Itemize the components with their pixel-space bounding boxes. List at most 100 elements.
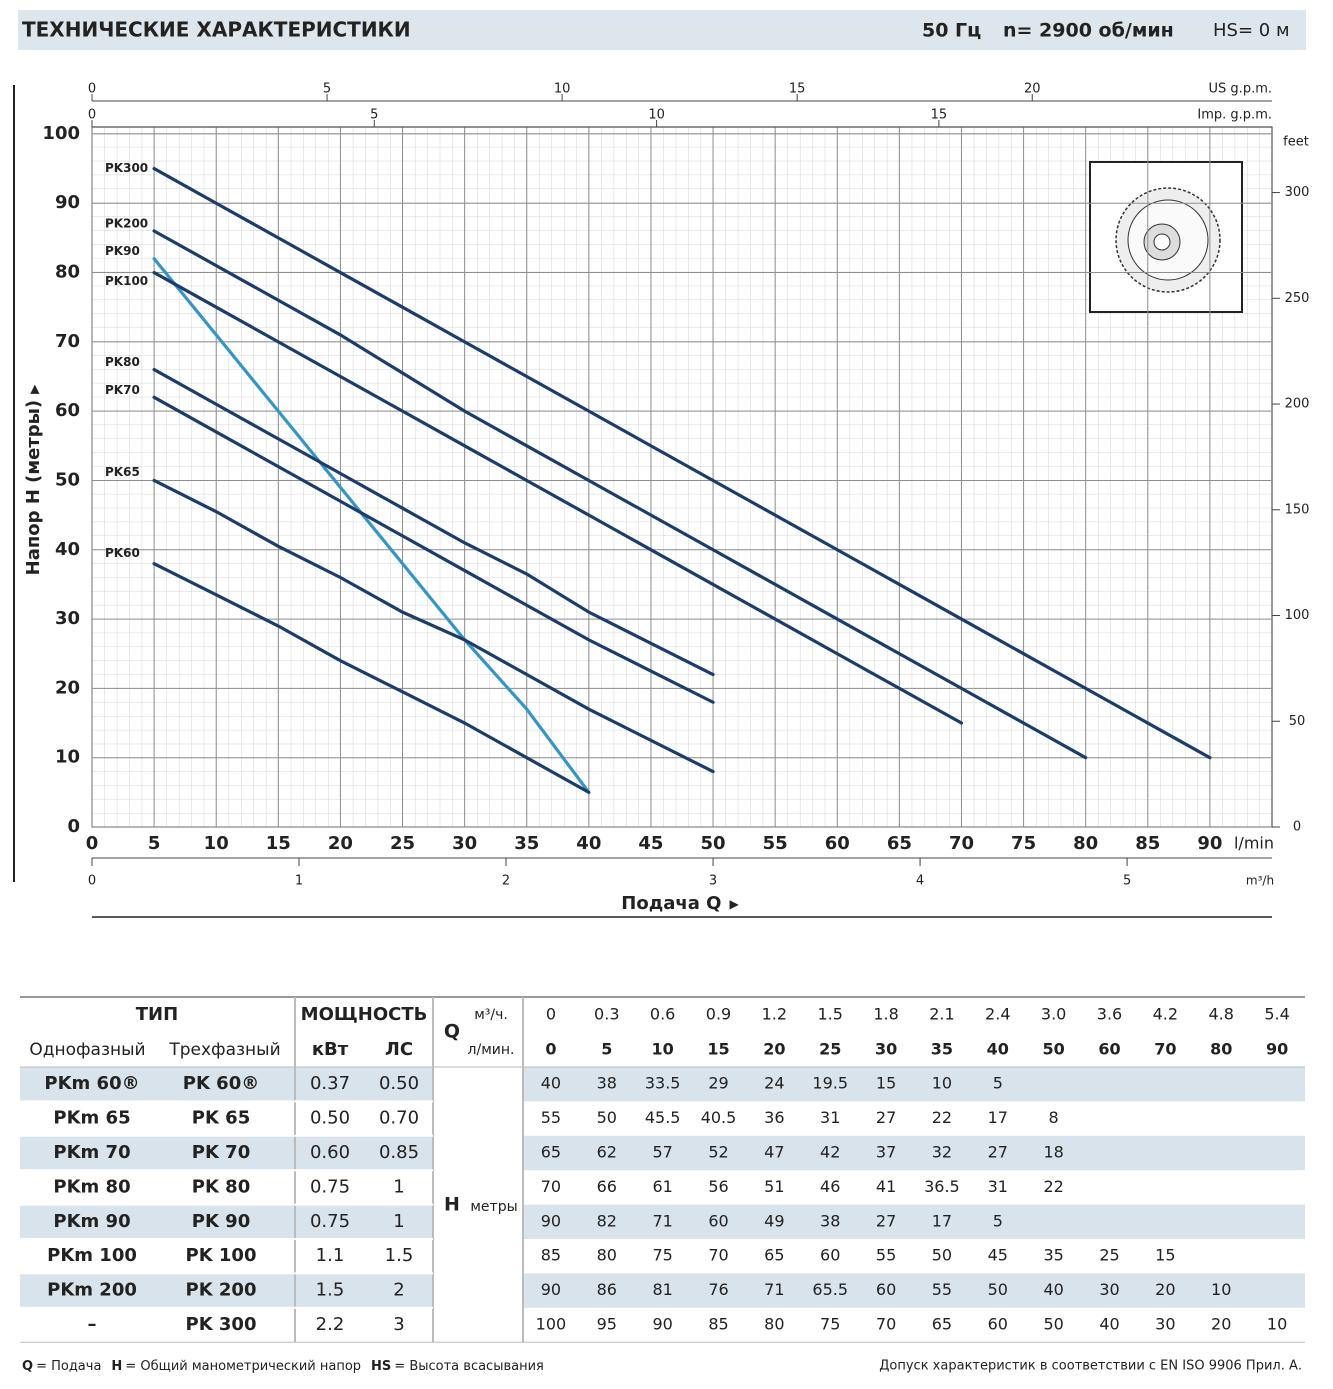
head-value: 42: [820, 1143, 840, 1162]
model-single: PKm 70: [53, 1142, 130, 1163]
head-value: 55: [541, 1108, 561, 1127]
q-value: 80: [1210, 1040, 1232, 1059]
bottom-axis-tick-label: 0: [88, 874, 96, 889]
header-band: [18, 10, 1306, 50]
footer-key: H: [111, 1359, 122, 1374]
head-value: 36.5: [924, 1177, 960, 1196]
power-kw: 1.5: [316, 1280, 345, 1301]
head-value: 40: [541, 1074, 561, 1093]
head-value: 33.5: [645, 1074, 681, 1093]
q-value: 5: [601, 1040, 612, 1059]
series-label: PK65: [105, 465, 140, 479]
table-subheader: Однофазный: [29, 1040, 145, 1060]
head-value: 45: [988, 1246, 1008, 1265]
head-value: 50: [597, 1108, 617, 1127]
model-three: PK 200: [186, 1280, 257, 1301]
head-value: 65.5: [812, 1280, 848, 1299]
x-axis-title-text: Подача Q: [621, 893, 721, 914]
power-hp: 0.85: [379, 1142, 419, 1163]
y2-tick-label: 50: [1289, 714, 1306, 729]
q-value: 4.2: [1153, 1005, 1178, 1024]
model-three: PK 80: [192, 1176, 250, 1197]
head-value: 85: [541, 1246, 561, 1265]
head-value: 25: [1099, 1246, 1119, 1265]
model-single: –: [88, 1314, 97, 1335]
model-three: PK 300: [186, 1314, 257, 1335]
y-tick-label: 30: [55, 608, 80, 629]
head-value: 75: [820, 1315, 840, 1334]
top-axis-tick-label: 0: [88, 82, 96, 97]
head-value: 15: [876, 1074, 896, 1093]
head-value: 55: [932, 1280, 952, 1299]
model-single: PKm 65: [53, 1108, 130, 1129]
series-label: PK300: [105, 161, 148, 175]
head-value: 27: [876, 1108, 896, 1127]
head-value: 45.5: [645, 1108, 681, 1127]
head-value: 27: [876, 1211, 896, 1230]
y2-tick-label: 200: [1285, 397, 1310, 412]
head-value: 90: [652, 1315, 672, 1334]
y-tick-label: 100: [42, 123, 80, 144]
bottom-axis-unit: m³/h: [1246, 874, 1274, 888]
row-shade: [20, 1135, 433, 1171]
model-three: PK 65: [192, 1108, 250, 1129]
series-label: PK80: [105, 355, 140, 369]
head-value: 80: [597, 1246, 617, 1265]
header-speed: n= 2900 об/мин: [1003, 20, 1174, 42]
arrow: ▶: [27, 384, 41, 394]
head-value: 85: [708, 1315, 728, 1334]
head-value: 71: [652, 1211, 672, 1230]
footer-text: = Высота всасывания: [394, 1359, 544, 1374]
model-single: PKm 100: [47, 1245, 137, 1266]
head-value: 57: [652, 1143, 672, 1162]
x-tick-label: 65: [887, 833, 912, 854]
model-single: PKm 90: [53, 1211, 130, 1232]
q-value: 35: [931, 1040, 953, 1059]
head-value: 38: [597, 1074, 617, 1093]
power-hp: 1.5: [385, 1245, 414, 1266]
head-value: 50: [988, 1280, 1008, 1299]
table-subheader: ЛС: [385, 1039, 413, 1060]
q-value: 2.4: [985, 1005, 1010, 1024]
head-value: 40.5: [701, 1108, 737, 1127]
x-tick-label: 35: [514, 833, 539, 854]
top-axis-unit: US g.p.m.: [1209, 82, 1272, 97]
x-tick-label: 5: [148, 833, 161, 854]
q-value: 10: [652, 1040, 674, 1059]
power-hp: 1: [393, 1211, 404, 1232]
head-value: 61: [652, 1177, 672, 1196]
q-value: 3.6: [1097, 1005, 1122, 1024]
top-axis-unit: Imp. g.p.m.: [1197, 108, 1272, 123]
q-value: 60: [1098, 1040, 1120, 1059]
q-value: 50: [1043, 1040, 1065, 1059]
series-line: [152, 166, 1212, 760]
table-subheader: Трехфазный: [168, 1040, 280, 1060]
series-line: [152, 270, 964, 725]
model-three: PK 90: [192, 1211, 250, 1232]
head-value: 37: [876, 1143, 896, 1162]
head-value: 36: [764, 1108, 784, 1127]
q-value: 70: [1154, 1040, 1176, 1059]
q-value: 1.5: [817, 1005, 842, 1024]
top-axis-tick-label: 15: [789, 82, 806, 97]
y2-tick-label: 100: [1285, 608, 1310, 623]
head-value: 75: [652, 1246, 672, 1265]
x-tick-label: 90: [1197, 833, 1222, 854]
q-label: Q: [444, 1021, 460, 1043]
head-value: 62: [597, 1143, 617, 1162]
h-unit: метры: [470, 1199, 517, 1215]
header-suction: HS= 0 м: [1213, 20, 1290, 41]
q-value: 15: [707, 1040, 729, 1059]
head-value: 70: [541, 1177, 561, 1196]
x-tick-label: 30: [452, 833, 477, 854]
head-value: 20: [1155, 1280, 1175, 1299]
q-value: 20: [763, 1040, 785, 1059]
q-value: 5.4: [1264, 1005, 1289, 1024]
q-value: 0.3: [594, 1005, 619, 1024]
x-tick-label: 55: [763, 833, 788, 854]
head-value: 55: [876, 1246, 896, 1265]
bottom-axis-tick-label: 4: [916, 874, 924, 889]
head-value: 51: [764, 1177, 784, 1196]
